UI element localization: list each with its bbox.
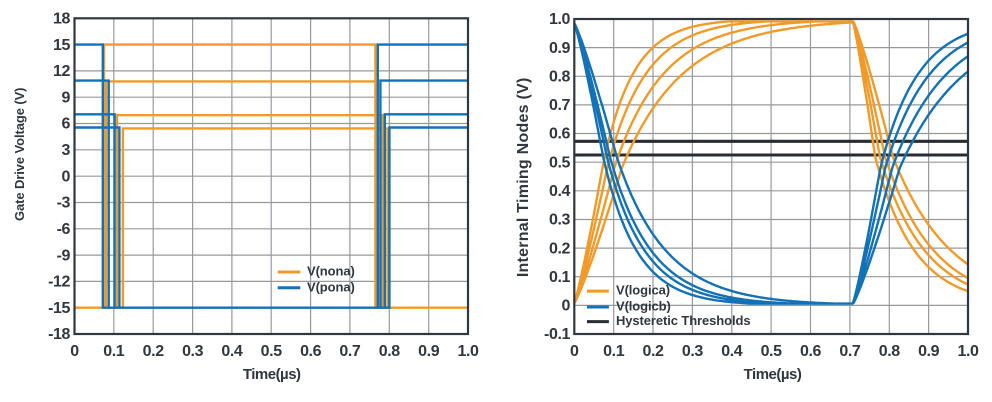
svg-text:0.4: 0.4 xyxy=(549,183,571,200)
svg-text:0.3: 0.3 xyxy=(682,343,704,360)
svg-text:0: 0 xyxy=(70,343,79,360)
svg-text:0.9: 0.9 xyxy=(549,40,571,57)
svg-text:0.3: 0.3 xyxy=(182,343,204,360)
svg-text:15: 15 xyxy=(53,37,70,54)
svg-text:0.1: 0.1 xyxy=(603,343,625,360)
svg-text:0.9: 0.9 xyxy=(918,343,940,360)
svg-text:Time(µs): Time(µs) xyxy=(243,366,301,383)
svg-text:-12: -12 xyxy=(48,274,70,291)
svg-text:V(logica): V(logica) xyxy=(616,283,670,298)
svg-text:0.2: 0.2 xyxy=(549,240,571,257)
svg-text:-9: -9 xyxy=(57,247,71,264)
svg-text:V(pona): V(pona) xyxy=(307,279,355,294)
svg-text:0.8: 0.8 xyxy=(879,343,901,360)
svg-text:0.5: 0.5 xyxy=(761,343,783,360)
svg-text:V(logicb): V(logicb) xyxy=(616,299,671,314)
svg-text:V(nona): V(nona) xyxy=(307,264,355,279)
svg-text:-15: -15 xyxy=(48,300,70,317)
svg-text:0.6: 0.6 xyxy=(549,126,571,143)
svg-text:9: 9 xyxy=(62,89,71,106)
svg-text:1.0: 1.0 xyxy=(957,343,979,360)
svg-text:0: 0 xyxy=(570,343,579,360)
svg-text:0.8: 0.8 xyxy=(549,69,571,86)
svg-text:0.3: 0.3 xyxy=(549,212,571,229)
svg-text:1.0: 1.0 xyxy=(549,11,571,28)
svg-text:0.6: 0.6 xyxy=(800,343,822,360)
svg-text:0.8: 0.8 xyxy=(379,343,401,360)
svg-text:Internal Timing Nodes (V): Internal Timing Nodes (V) xyxy=(515,77,532,277)
svg-text:0.5: 0.5 xyxy=(549,154,571,171)
svg-text:0.2: 0.2 xyxy=(642,343,664,360)
svg-text:12: 12 xyxy=(53,63,70,80)
svg-text:0.7: 0.7 xyxy=(839,343,861,360)
svg-text:0.5: 0.5 xyxy=(261,343,283,360)
svg-text:Hysteretic Thresholds: Hysteretic Thresholds xyxy=(616,313,750,328)
svg-text:0: 0 xyxy=(62,168,71,185)
svg-text:18: 18 xyxy=(53,11,70,28)
svg-text:0.1: 0.1 xyxy=(103,343,125,360)
svg-text:0.4: 0.4 xyxy=(721,343,743,360)
svg-text:0.7: 0.7 xyxy=(549,97,571,114)
svg-text:0.9: 0.9 xyxy=(418,343,440,360)
svg-text:6: 6 xyxy=(62,116,71,133)
svg-text:Gate Drive Voltage (V): Gate Drive Voltage (V) xyxy=(12,88,27,221)
svg-text:0.1: 0.1 xyxy=(549,269,571,286)
svg-text:-6: -6 xyxy=(57,221,71,238)
svg-text:-0.1: -0.1 xyxy=(544,326,570,343)
svg-text:0.2: 0.2 xyxy=(143,343,165,360)
svg-text:-18: -18 xyxy=(48,326,70,343)
svg-text:0.6: 0.6 xyxy=(300,343,322,360)
svg-text:-3: -3 xyxy=(57,195,71,212)
svg-text:Time(µs): Time(µs) xyxy=(744,366,802,383)
svg-text:3: 3 xyxy=(62,142,71,159)
svg-text:0: 0 xyxy=(562,298,571,315)
svg-text:0.4: 0.4 xyxy=(221,343,243,360)
svg-text:1.0: 1.0 xyxy=(457,343,479,360)
svg-text:0.7: 0.7 xyxy=(339,343,361,360)
